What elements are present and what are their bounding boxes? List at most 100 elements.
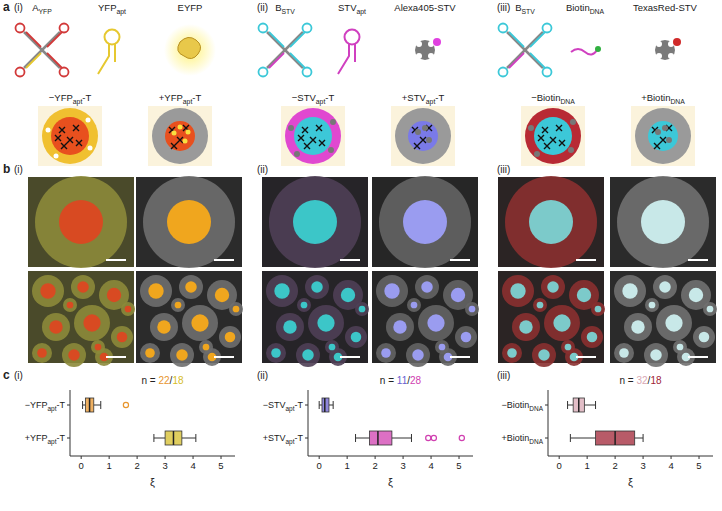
x-tick xyxy=(375,456,376,459)
box xyxy=(85,398,93,412)
junction-loop xyxy=(259,68,268,77)
droplet-shell xyxy=(617,176,709,268)
text-part: Alexa405-STV xyxy=(394,2,456,13)
droplet-core xyxy=(649,302,656,309)
droplet-shell xyxy=(379,176,471,268)
junction-core xyxy=(42,50,60,68)
x-axis-label: ξ xyxy=(150,476,155,488)
y-tick-label: −STVapt-T xyxy=(263,400,304,413)
motif xyxy=(177,137,183,143)
subpanel-label: (iii) xyxy=(497,164,510,175)
subscript: apt xyxy=(48,405,57,413)
subscript: apt xyxy=(426,98,436,106)
text-part: YFP xyxy=(98,2,116,13)
scale-bar xyxy=(340,259,360,261)
scale-bar xyxy=(576,356,596,358)
whisker-cap xyxy=(195,434,196,442)
subpanel-label: (ii) xyxy=(257,2,268,13)
junction-loop xyxy=(499,68,508,77)
motif xyxy=(542,127,548,133)
droplet-core xyxy=(283,320,296,333)
droplet-shell xyxy=(465,302,479,316)
droplet-shell xyxy=(406,343,430,367)
motif xyxy=(73,125,79,131)
motif xyxy=(67,137,73,143)
whisker-cap xyxy=(319,401,320,409)
n-value: 11 xyxy=(397,375,408,386)
whisker-cap xyxy=(570,434,571,442)
junction-arm xyxy=(530,32,545,47)
droplet-core xyxy=(49,320,62,333)
stv xyxy=(426,137,432,143)
junction-core xyxy=(525,50,543,68)
junction-core xyxy=(285,32,303,50)
scale-bar xyxy=(106,356,126,358)
droplet-bg xyxy=(521,106,585,166)
droplet-shell xyxy=(42,313,70,341)
subscript: DNA xyxy=(560,98,575,105)
droplet-core xyxy=(707,306,714,313)
fluorophore xyxy=(673,38,681,46)
junction-core xyxy=(285,50,303,68)
droplet-shell xyxy=(355,302,369,316)
droplet-shell xyxy=(532,343,556,367)
motif xyxy=(76,140,82,146)
droplet-core xyxy=(699,332,710,343)
scale-bar xyxy=(688,356,708,358)
schematic-label: TexasRed-STV xyxy=(633,2,698,13)
droplet-shell xyxy=(91,340,105,354)
biotin xyxy=(595,46,601,52)
y-tick-label: −YFPapt-T xyxy=(25,400,66,413)
droplet-shell xyxy=(635,108,691,164)
fluorophore xyxy=(433,38,441,46)
x-tick xyxy=(615,456,616,459)
subscript: apt xyxy=(48,438,57,446)
x-tick-label: 0 xyxy=(317,460,322,471)
droplet-shell xyxy=(266,343,286,363)
droplet-shell xyxy=(152,108,208,164)
y-tick-label: −BiotinDNA xyxy=(502,400,544,412)
free-protein xyxy=(88,146,93,151)
binding-pocket xyxy=(656,41,662,47)
x-tick xyxy=(459,456,460,459)
motif xyxy=(302,127,308,133)
whisker-cap xyxy=(153,434,154,442)
junction-loop xyxy=(543,24,552,33)
motif xyxy=(55,135,61,141)
droplet-core xyxy=(125,306,132,313)
junction-loop xyxy=(60,24,69,33)
droplet-core xyxy=(175,302,182,309)
box-chart: n = 22/18012345ξ−YFPapt-T+YFPapt-T xyxy=(25,375,235,488)
x-tick-label: 4 xyxy=(428,460,433,471)
droplet-bg xyxy=(148,106,212,166)
droplet-shell xyxy=(305,275,329,299)
motif xyxy=(538,135,544,141)
subscript: DNA xyxy=(670,98,685,105)
box xyxy=(165,431,182,445)
droplet-core xyxy=(439,344,446,351)
binding-pocket xyxy=(416,53,422,59)
box xyxy=(596,431,635,445)
droplet-core xyxy=(37,348,47,358)
text-part: +STV xyxy=(402,92,427,103)
n-value: 22 xyxy=(158,375,170,386)
text-part: +Biotin xyxy=(502,433,530,443)
n-label: n = 11/28 xyxy=(380,375,422,386)
panel-letter: b xyxy=(3,162,10,176)
junction-arm xyxy=(290,32,305,47)
y-tick xyxy=(545,405,548,406)
subpanel-label: (i) xyxy=(14,370,23,381)
droplet-core xyxy=(167,200,211,244)
droplet-shell xyxy=(63,298,77,312)
droplet-shell xyxy=(644,343,668,367)
droplet-shell xyxy=(591,302,605,316)
junction-loop xyxy=(16,24,25,33)
text-part: -T xyxy=(325,92,334,103)
droplet-core xyxy=(469,306,476,313)
droplet-core xyxy=(359,306,366,313)
droplet-core xyxy=(538,349,550,361)
x-tick xyxy=(347,456,348,459)
x-tick xyxy=(81,456,82,459)
motif xyxy=(304,143,310,149)
droplet-shell xyxy=(512,313,540,341)
